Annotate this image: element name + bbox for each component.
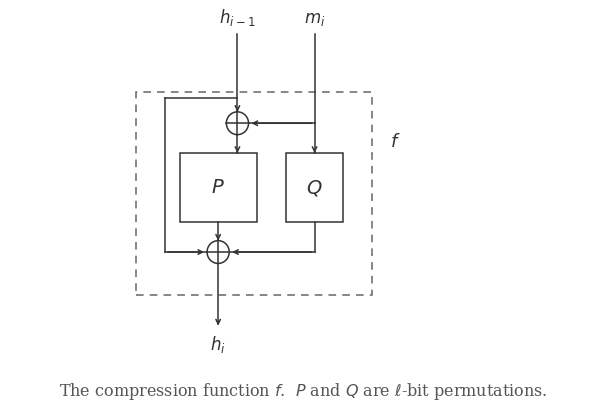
Circle shape [226, 112, 248, 135]
Text: $Q$: $Q$ [306, 177, 323, 198]
Text: The compression function $f$.  $P$ and $Q$ are $\ell$-bit permutations.: The compression function $f$. $P$ and $Q… [59, 381, 547, 402]
Text: $m_i$: $m_i$ [304, 11, 325, 28]
Bar [179, 153, 257, 222]
Text: $h_i$: $h_i$ [210, 334, 226, 355]
Circle shape [207, 241, 229, 263]
Bar [136, 92, 373, 295]
Text: $f$: $f$ [390, 133, 401, 151]
Bar [285, 153, 344, 222]
Text: $h_{i-1}$: $h_{i-1}$ [219, 7, 256, 28]
Text: $P$: $P$ [211, 179, 225, 197]
